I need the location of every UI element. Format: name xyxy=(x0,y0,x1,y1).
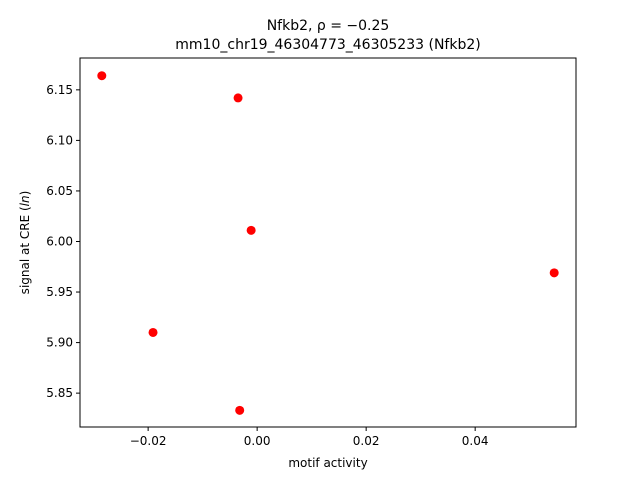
data-point xyxy=(549,268,559,278)
y-tick-label: 6.00 xyxy=(46,234,73,248)
y-axis-label-suffix: ) xyxy=(18,191,32,196)
y-axis-label-prefix: signal at CRE ( xyxy=(18,206,32,294)
x-tick-label: 0.00 xyxy=(244,434,271,448)
y-tick-label: 5.85 xyxy=(46,386,73,400)
y-tick-label: 5.90 xyxy=(46,336,73,350)
data-point xyxy=(233,93,243,103)
x-tick-label: 0.04 xyxy=(462,434,489,448)
chart-title-line1: Nfkb2, ρ = −0.25 xyxy=(267,18,390,34)
x-axis-ticks: −0.02 0.00 0.02 0.04 xyxy=(130,427,489,448)
x-tick-label: 0.02 xyxy=(353,434,380,448)
y-tick-label: 5.95 xyxy=(46,285,73,299)
data-point xyxy=(246,225,256,235)
y-tick-label: 6.10 xyxy=(46,133,73,147)
y-axis-label-unit: ln xyxy=(18,195,32,206)
y-axis-ticks: 5.85 5.90 5.95 6.00 6.05 6.10 6.15 xyxy=(46,83,80,400)
data-point xyxy=(235,405,245,415)
data-point xyxy=(97,71,107,81)
y-tick-label: 6.05 xyxy=(46,184,73,198)
plot-area-frame xyxy=(79,57,577,428)
x-tick-label: −0.02 xyxy=(130,434,167,448)
y-axis-label: signal at CRE (ln) xyxy=(18,191,32,295)
data-points xyxy=(97,71,559,415)
y-tick-label: 6.15 xyxy=(46,83,73,97)
chart-title-line2: mm10_chr19_46304773_46305233 (Nfkb2) xyxy=(175,37,480,53)
x-axis-label: motif activity xyxy=(288,456,367,470)
data-point xyxy=(148,327,158,337)
